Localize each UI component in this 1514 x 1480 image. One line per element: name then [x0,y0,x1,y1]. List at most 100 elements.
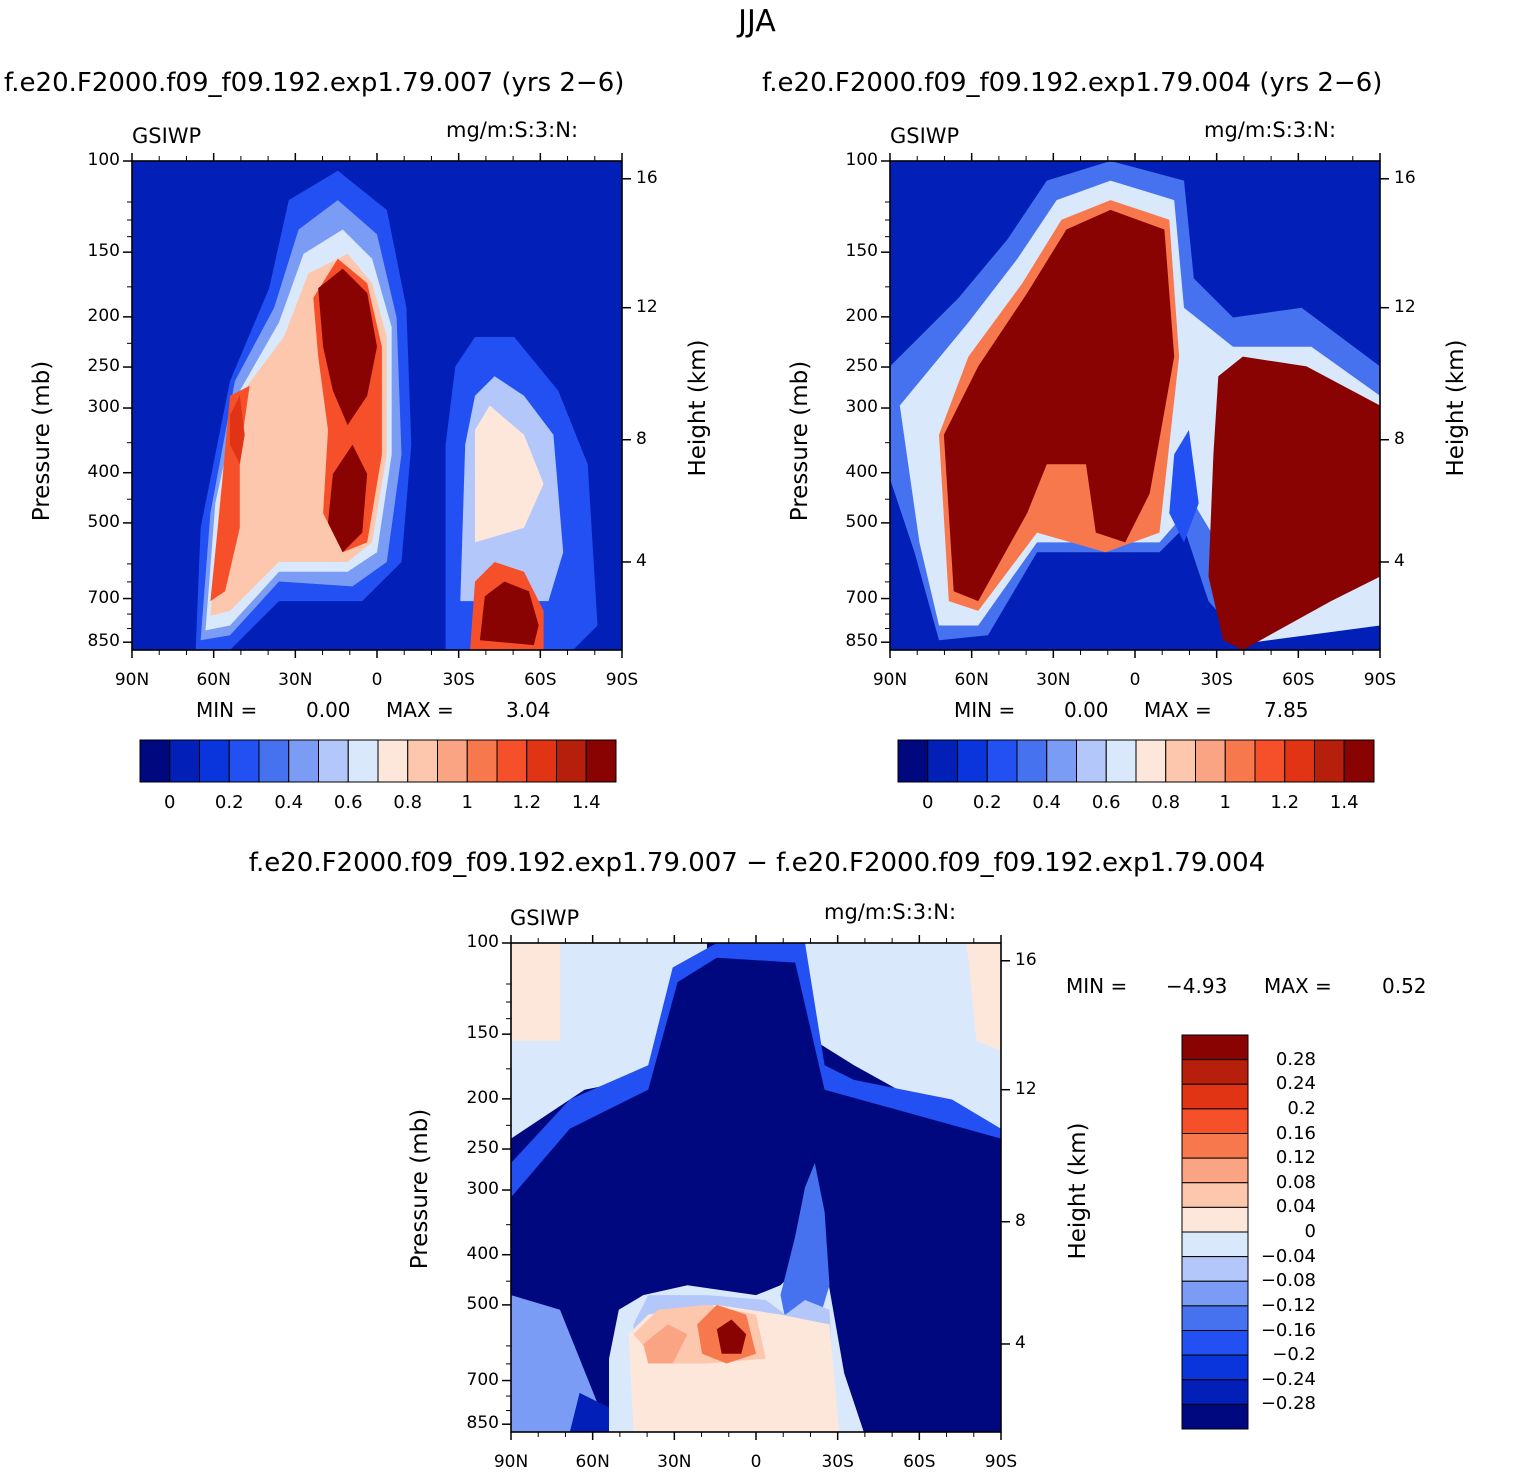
panel3-y2tick-label: 4 [1015,1332,1026,1353]
colorbar1-swatch [437,739,468,783]
colorbar3-label: 0.16 [1275,1122,1316,1144]
panel3-contour-region [511,943,560,1041]
colorbar1-label: 1.4 [571,792,601,813]
panel1-contour-region [479,581,539,646]
colorbar1-swatch [169,739,200,783]
panel2-ytick-label: 250 [845,356,878,377]
colorbar3-swatch [1181,1182,1249,1208]
panel2-max-text: MAX = [1144,698,1212,722]
colorbar2-swatch [1284,739,1315,783]
panel1-xtick-label: 0 [371,670,383,690]
panel1-xtick-label: 60S [524,670,557,690]
panel3-ytick-label: 300 [466,1179,499,1200]
panel2-ylabel: Pressure (mb) [787,360,813,522]
colorbar1-swatch [377,739,409,783]
colorbar3-swatch [1181,1059,1249,1085]
colorbar2-label: 0.4 [1032,792,1062,813]
panel2-contours [890,161,1380,650]
colorbar3-label: 0.12 [1275,1147,1316,1169]
panel3-xtick-label: 90S [984,1452,1018,1472]
colorbar3-label: −0.12 [1260,1294,1316,1316]
colorbar2-swatch [1165,739,1196,783]
panel3-contour-region [805,943,1001,1139]
panel2-xtick-label: 30S [1200,670,1233,690]
panel3-max-value: 0.52 [1382,974,1427,998]
colorbar2-label: 0 [922,792,934,813]
colorbar2-label: 1.2 [1270,792,1300,813]
panel3-y2tick-label: 16 [1015,949,1037,970]
panel1-contour-region [475,405,544,543]
panel2-xtick-label: 90N [872,670,908,690]
panel3-xtick-label: 60N [575,1452,610,1472]
panel3-ytick-label: 400 [466,1243,499,1264]
colorbar3-label: −0.2 [1272,1344,1316,1366]
colorbar3-label: 0.2 [1287,1097,1316,1119]
panel1-xtick-label: 90S [605,670,639,690]
colorbar2-label: 1 [1219,792,1231,813]
colorbar1-swatch [318,739,349,783]
colorbar3-swatch [1181,1157,1249,1184]
diff-title: f.e20.F2000.f09_f09.192.exp1.79.007 − f.… [248,848,1266,878]
panel2-ytick-label: 500 [845,511,878,532]
panel1-y2tick-label: 8 [636,428,647,449]
colorbar2-label: 1.4 [1329,792,1359,813]
panel1-ytick-label: 100 [87,150,120,170]
panel3-units-label: mg/m:S:3:N: [824,900,957,924]
colorbar3-swatch [1181,1034,1249,1061]
panel2-xtick-label: 60S [1282,670,1315,690]
colorbar3-swatch [1181,1403,1249,1430]
panel2-variable-label: GSIWP [890,124,960,148]
colorbar2-label: 0.8 [1151,792,1181,813]
colorbar2-swatch [1046,739,1077,783]
panel1-ytick-label: 300 [87,397,120,418]
colorbar2-swatch [927,739,958,783]
colorbar1-label: 0.6 [333,792,363,813]
colorbar3-label: −0.08 [1260,1270,1316,1292]
panel3-variable-label: GSIWP [510,906,580,930]
panel1-contour-region [230,395,245,465]
panel2-contour-region [1169,430,1199,543]
panel2-ytick-label: 300 [845,397,878,418]
panel3-contours [511,943,1001,1432]
colorbar2-swatch [986,739,1018,783]
panel1-xtick-label: 30N [278,670,313,690]
panel2-ytick-label: 150 [845,241,878,262]
panel2-ytick-label: 200 [845,305,878,326]
panel1-ylabel: Pressure (mb) [29,360,55,522]
panel3-contour-region [966,943,1001,1051]
panel2-min-value: 0.00 [1064,698,1109,722]
panel1-contour-region [318,268,377,426]
panel2-plot-area [881,153,1389,658]
colorbar3-swatch [1181,1280,1249,1307]
colorbar1-swatch [228,739,260,783]
panel1-title: f.e20.F2000.f09_f09.192.exp1.79.007 (yrs… [4,68,625,98]
panel3-y2tick-label: 8 [1015,1210,1026,1231]
panel2-y2tick-label: 16 [1394,167,1416,188]
panel2-xtick-label: 30N [1036,670,1071,690]
panel3-min-value: −4.93 [1166,974,1228,998]
panel3-ytick-label: 150 [466,1023,499,1044]
colorbar2-label: 0.2 [972,792,1002,813]
colorbar3-label: −0.04 [1260,1245,1316,1267]
panel2-ytick-label: 700 [845,587,878,608]
colorbar3-swatch [1181,1379,1249,1405]
colorbar3 [1181,1034,1249,1430]
colorbar2-swatch [1343,739,1375,783]
panel1-xtick-label: 30S [442,670,475,690]
panel3-y2tick-label: 12 [1015,1078,1037,1099]
panel2-min-text: MIN = [954,698,1016,722]
panel3-ytick-label: 100 [466,932,499,952]
panel3-plot-area [502,935,1010,1440]
panel1-max-text: MAX = [386,698,454,722]
panel2-title: f.e20.F2000.f09_f09.192.exp1.79.004 (yrs… [762,68,1383,98]
colorbar2-swatch [1135,739,1167,783]
colorbar2-swatch [1016,739,1048,783]
panel3-ylabel: Pressure (mb) [407,1108,433,1270]
colorbar1-swatch [466,739,498,783]
panel3-ytick-label: 200 [466,1087,499,1108]
colorbar3-swatch [1181,1231,1249,1258]
panel2-y2label: Height (km) [1443,339,1469,477]
colorbar2-swatch [1076,739,1107,783]
panel1-min-value: 0.00 [306,698,351,722]
